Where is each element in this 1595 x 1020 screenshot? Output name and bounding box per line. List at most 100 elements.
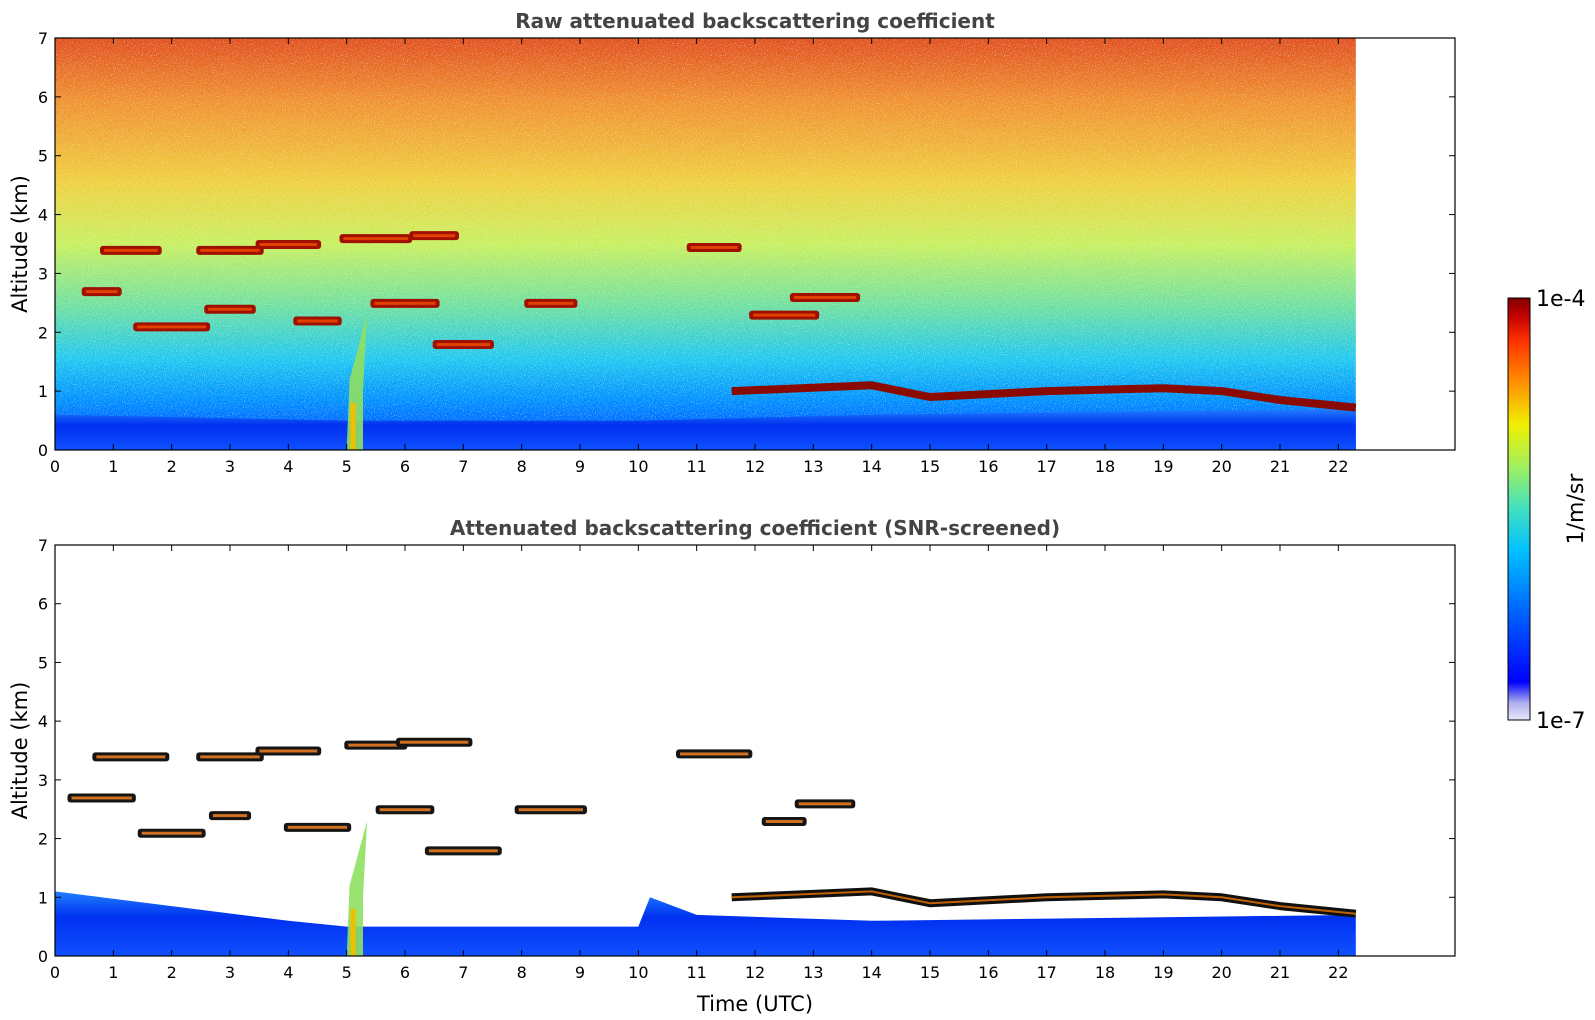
x-tick-label: 1 <box>108 963 118 982</box>
x-tick-label: 19 <box>1153 963 1173 982</box>
x-tick-label: 19 <box>1153 457 1173 476</box>
x-tick-label: 18 <box>1095 457 1115 476</box>
x-tick-label: 4 <box>283 963 293 982</box>
x-tick-label: 1 <box>108 457 118 476</box>
y-tick-label: 7 <box>38 536 48 555</box>
cloud-mark-core <box>259 243 318 246</box>
y-axis-label: Altitude (km) <box>8 682 32 820</box>
y-tick-label: 7 <box>38 29 48 48</box>
cloud-mark-core <box>690 245 738 249</box>
cloud-mark-core <box>379 808 431 812</box>
y-tick-label: 2 <box>38 830 48 849</box>
x-tick-label: 11 <box>686 963 706 982</box>
colorbar-min-label: 1e-7 <box>1536 709 1585 734</box>
cloud-mark-core <box>71 796 132 800</box>
cloud-mark-core <box>436 343 490 347</box>
x-tick-label: 20 <box>1211 457 1231 476</box>
cloud-mark-core <box>413 234 456 238</box>
x-tick-label: 20 <box>1211 963 1231 982</box>
cloud-mark-core <box>287 825 348 829</box>
x-tick-label: 10 <box>628 963 648 982</box>
x-tick-label: 16 <box>978 457 998 476</box>
x-tick-label: 22 <box>1328 963 1348 982</box>
y-tick-label: 2 <box>38 323 48 342</box>
cloud-mark-core <box>137 325 207 329</box>
cloud-mark-core <box>798 802 852 806</box>
x-tick-label: 9 <box>575 457 585 476</box>
heatmap-area <box>55 38 1357 450</box>
y-tick-label: 3 <box>38 771 48 790</box>
cloud-mark-core <box>297 319 338 323</box>
colorbar: 1e-4 1e-7 1/m/sr <box>1507 287 1589 734</box>
x-tick-label: 17 <box>1036 963 1056 982</box>
x-tick-label: 13 <box>803 457 823 476</box>
x-tick-label: 14 <box>861 457 881 476</box>
cloud-mark-core <box>428 849 498 853</box>
x-tick-label: 15 <box>920 963 940 982</box>
cloud-mark-core <box>518 808 583 812</box>
colorbar-max-label: 1e-4 <box>1536 287 1585 312</box>
y-axis-label: Altitude (km) <box>8 175 32 313</box>
cloud-mark-core <box>200 248 260 252</box>
boundary-layer-mark <box>55 408 1356 450</box>
x-tick-label: 0 <box>50 963 60 982</box>
x-tick-label: 2 <box>167 457 177 476</box>
y-tick-label: 1 <box>38 888 48 907</box>
cloud-mark-core <box>212 814 248 818</box>
x-tick-label: 6 <box>400 457 410 476</box>
x-tick-label: 18 <box>1095 963 1115 982</box>
x-tick-label: 8 <box>517 963 527 982</box>
x-tick-label: 21 <box>1270 457 1290 476</box>
cloud-mark-core <box>399 740 469 744</box>
cloud-mark-core <box>343 237 409 241</box>
x-tick-label: 16 <box>978 963 998 982</box>
panel-1: 0 1 2 3 4 5 6 7 8 9 10 11 12 13 14 15 16 17 18 19 20 21 220123… <box>8 9 1456 476</box>
y-tick-label: 4 <box>38 206 48 225</box>
x-tick-label: 12 <box>745 963 765 982</box>
cloud-mark-core <box>141 831 202 835</box>
x-tick-label: 13 <box>803 963 823 982</box>
cloud-mark-core <box>200 755 260 759</box>
cloud-mark-core <box>96 755 166 759</box>
x-tick-label: 15 <box>920 457 940 476</box>
y-tick-label: 4 <box>38 712 48 731</box>
x-tick-label: 4 <box>283 457 293 476</box>
chart-title: Raw attenuated backscattering coefficien… <box>515 9 995 33</box>
x-tick-label: 3 <box>225 963 235 982</box>
y-tick-label: 1 <box>38 382 48 401</box>
cloud-mark-core <box>259 749 318 753</box>
aerosol-plume-core <box>350 402 356 450</box>
cloud-layer-mark <box>731 381 1357 412</box>
boundary-layer-mark <box>55 891 1356 956</box>
x-tick-label: 2 <box>167 963 177 982</box>
y-tick-label: 0 <box>38 947 48 966</box>
x-tick-label: 5 <box>342 457 352 476</box>
x-tick-label: 6 <box>400 963 410 982</box>
colorbar-unit-label: 1/m/sr <box>1564 473 1589 545</box>
panel-2: 0 1 2 3 4 5 6 7 8 9 10 11 12 13 14 15 16 17 18 19 20 21 220123… <box>8 516 1456 1016</box>
cloud-mark-core <box>765 819 803 823</box>
y-tick-label: 5 <box>38 147 48 166</box>
x-tick-label: 3 <box>225 457 235 476</box>
cloud-mark-core <box>680 752 749 756</box>
cloud-mark-core <box>103 248 158 252</box>
x-tick-label: 7 <box>458 963 468 982</box>
chart-title: Attenuated backscattering coefficient (S… <box>450 516 1060 540</box>
x-tick-label: 0 <box>50 457 60 476</box>
cloud-mark-core <box>528 301 574 305</box>
aerosol-plume-core <box>350 909 356 956</box>
x-tick-label: 21 <box>1270 963 1290 982</box>
x-tick-label: 5 <box>342 963 352 982</box>
y-tick-label: 6 <box>38 88 48 107</box>
x-tick-label: 8 <box>517 457 527 476</box>
heatmap-area <box>55 737 1357 956</box>
y-tick-label: 5 <box>38 653 48 672</box>
y-tick-label: 6 <box>38 595 48 614</box>
x-tick-label: 10 <box>628 457 648 476</box>
y-tick-label: 0 <box>38 441 48 460</box>
x-tick-label: 11 <box>686 457 706 476</box>
x-tick-label: 17 <box>1036 457 1056 476</box>
cloud-mark-core <box>374 301 436 305</box>
cloud-mark-core <box>753 313 816 317</box>
cloud-mark-core <box>348 743 404 747</box>
